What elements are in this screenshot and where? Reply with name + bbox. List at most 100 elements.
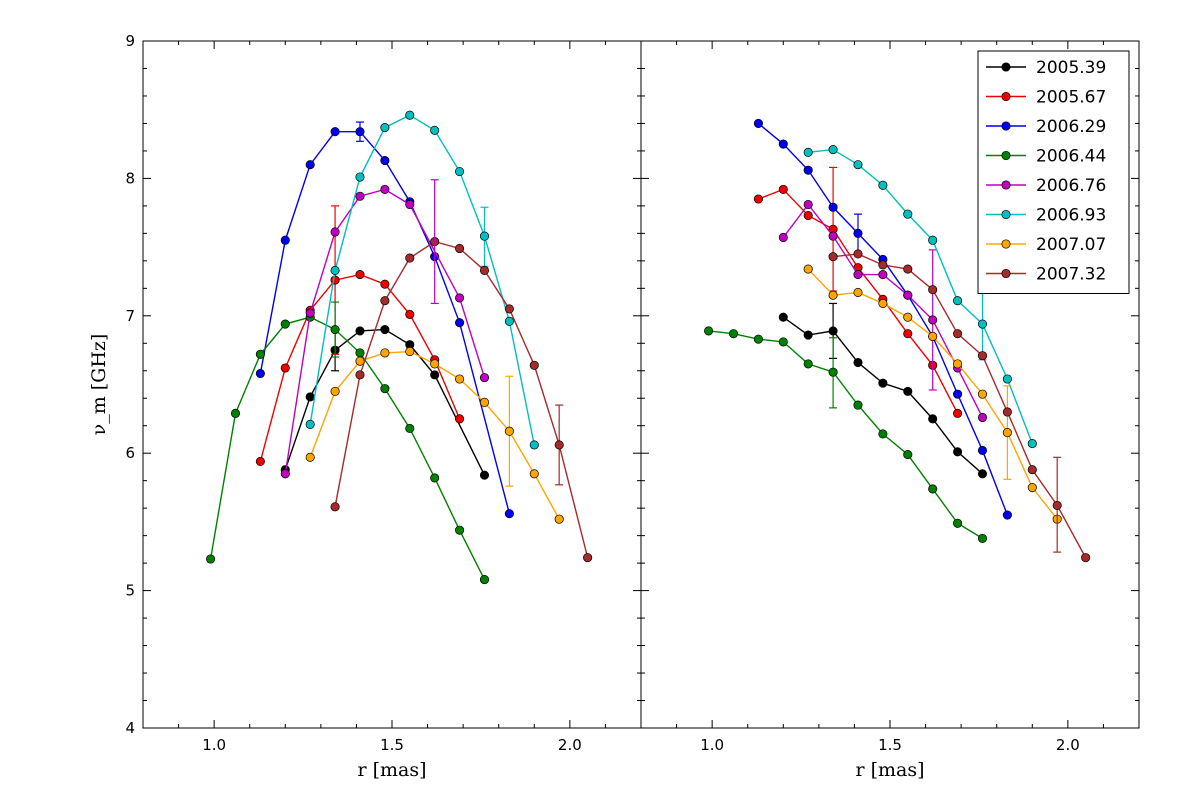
data-point xyxy=(778,232,788,243)
data-point xyxy=(928,315,938,325)
data-point xyxy=(504,509,514,519)
data-point xyxy=(405,309,415,319)
x-tick-label: 2.0 xyxy=(558,736,582,754)
y-tick-label: 6 xyxy=(125,444,135,462)
data-point xyxy=(953,329,963,339)
data-point xyxy=(405,253,415,263)
data-point xyxy=(753,334,763,344)
data-point xyxy=(305,392,315,402)
x-tick-label: 2.0 xyxy=(1056,736,1080,754)
data-point xyxy=(778,312,788,322)
data-point xyxy=(1027,482,1037,493)
data-point xyxy=(903,329,913,339)
data-point xyxy=(305,308,315,318)
data-point xyxy=(255,456,265,466)
legend-marker xyxy=(1001,180,1011,190)
legend-marker xyxy=(1001,268,1011,279)
data-point xyxy=(554,440,564,450)
data-point xyxy=(380,296,390,306)
data-point xyxy=(1002,374,1012,384)
data-point xyxy=(853,287,863,297)
right-panel: 1.0 1.5 2.0 r [mas] xyxy=(640,40,1140,781)
x-tick-label: 1.0 xyxy=(700,736,724,754)
series-line-2006.76 xyxy=(284,188,486,474)
legend-label: 2006.76 xyxy=(1036,176,1106,196)
data-point xyxy=(430,125,440,135)
data-point xyxy=(903,209,913,219)
series-line-2006.93 xyxy=(309,114,535,446)
data-point xyxy=(554,514,564,524)
data-point xyxy=(803,165,813,175)
data-point xyxy=(280,319,290,329)
legend-marker xyxy=(1001,150,1011,161)
data-point xyxy=(405,199,415,210)
data-point xyxy=(455,414,465,424)
data-point xyxy=(455,243,465,254)
data-point xyxy=(753,118,763,128)
data-point xyxy=(355,127,365,137)
data-point xyxy=(330,324,340,335)
data-point xyxy=(953,296,963,306)
legend-label: 2006.44 xyxy=(1036,147,1106,167)
data-point xyxy=(853,160,863,170)
legend-label: 2005.67 xyxy=(1036,88,1106,108)
data-point xyxy=(977,351,988,361)
data-point xyxy=(504,426,514,436)
data-point xyxy=(878,260,888,270)
data-point xyxy=(330,227,340,237)
data-point xyxy=(828,252,838,262)
data-point xyxy=(355,348,365,358)
legend-label: 2006.29 xyxy=(1036,117,1106,137)
data-point xyxy=(479,373,490,383)
data-point xyxy=(455,166,465,177)
legend-marker xyxy=(1001,91,1011,102)
series-line-2006.44 xyxy=(209,316,486,580)
data-point xyxy=(928,331,938,341)
data-point xyxy=(405,110,415,120)
data-point xyxy=(430,359,440,369)
data-point xyxy=(1027,465,1037,475)
data-point xyxy=(878,298,888,308)
data-point xyxy=(255,368,265,379)
data-point xyxy=(778,139,788,149)
data-point xyxy=(206,554,216,564)
data-point xyxy=(728,329,739,339)
data-point xyxy=(405,423,415,434)
data-point xyxy=(953,447,963,457)
data-point xyxy=(1027,439,1037,449)
y-tick-label: 4 xyxy=(125,719,135,737)
data-point xyxy=(380,155,390,166)
legend-marker xyxy=(1001,209,1011,220)
series-line-2006.29 xyxy=(259,130,511,514)
data-point xyxy=(280,363,290,373)
data-point xyxy=(878,180,888,190)
data-point xyxy=(803,330,813,340)
data-point xyxy=(903,386,913,396)
data-point xyxy=(305,452,315,462)
data-point xyxy=(878,429,888,439)
data-point xyxy=(280,469,290,479)
data-point xyxy=(977,469,988,479)
data-point xyxy=(330,275,340,285)
data-point xyxy=(977,445,988,456)
data-point xyxy=(803,210,813,221)
data-point xyxy=(953,408,963,418)
y-tick-label: 7 xyxy=(125,307,135,325)
data-point xyxy=(853,400,863,410)
data-point xyxy=(455,374,465,384)
data-point xyxy=(828,144,838,155)
data-point xyxy=(380,279,390,289)
data-point xyxy=(380,123,390,133)
data-point xyxy=(977,319,988,329)
series-line-2006.93 xyxy=(808,148,1033,444)
data-point xyxy=(1081,553,1091,563)
data-point xyxy=(953,389,963,399)
data-point xyxy=(355,326,365,336)
data-point xyxy=(928,235,938,245)
series-line-2005.39 xyxy=(284,328,486,476)
data-point xyxy=(479,231,490,241)
x-tick-label: 1.5 xyxy=(878,736,902,754)
data-point xyxy=(330,502,340,512)
data-point xyxy=(380,184,390,194)
